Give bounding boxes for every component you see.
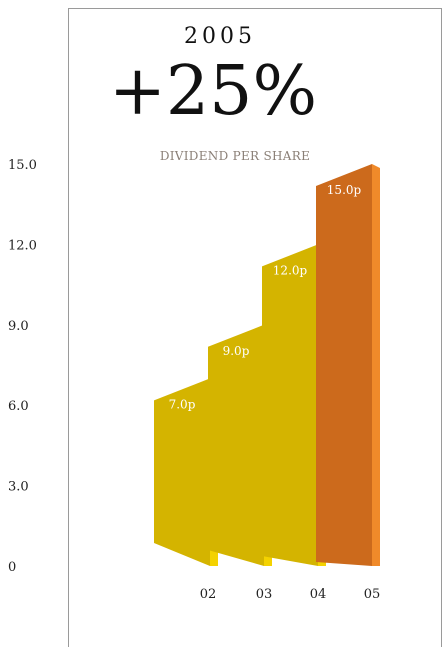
year-label: 2005 [184, 24, 256, 49]
x-tick-label: 04 [310, 587, 327, 602]
x-tick-label: 05 [364, 587, 381, 602]
y-axis: 0 3.0 6.0 9.0 12.0 15.0 [8, 158, 37, 575]
frame-top-border [68, 8, 442, 9]
x-tick-label: 03 [256, 587, 273, 602]
y-tick-label: 15.0 [8, 158, 37, 173]
x-tick-label: 02 [200, 587, 217, 602]
bar-data-label: 15.0p [327, 183, 362, 197]
frame-right-border [441, 8, 442, 647]
y-tick-label: 9.0 [8, 319, 29, 334]
x-axis: 02 03 04 05 [200, 587, 381, 602]
y-tick-label: 0 [8, 560, 16, 575]
y-tick-label: 6.0 [8, 399, 29, 414]
bar [262, 244, 318, 566]
chart-subtitle: DIVIDEND PER SHARE [159, 149, 311, 163]
bar [154, 378, 210, 566]
bar [316, 164, 372, 566]
headline-percentage: +25% [108, 52, 318, 131]
frame-left-border [68, 8, 69, 647]
bar-data-label: 9.0p [223, 344, 250, 358]
bar-data-label: 12.0p [273, 263, 308, 277]
bar-side [372, 164, 380, 566]
bars-group: 7.0p 9.0p 12.0p 15.0p [154, 164, 380, 566]
bar-data-label: 7.0p [169, 397, 196, 411]
y-tick-label: 12.0 [8, 238, 37, 253]
bar [208, 324, 264, 566]
y-tick-label: 3.0 [8, 480, 29, 495]
